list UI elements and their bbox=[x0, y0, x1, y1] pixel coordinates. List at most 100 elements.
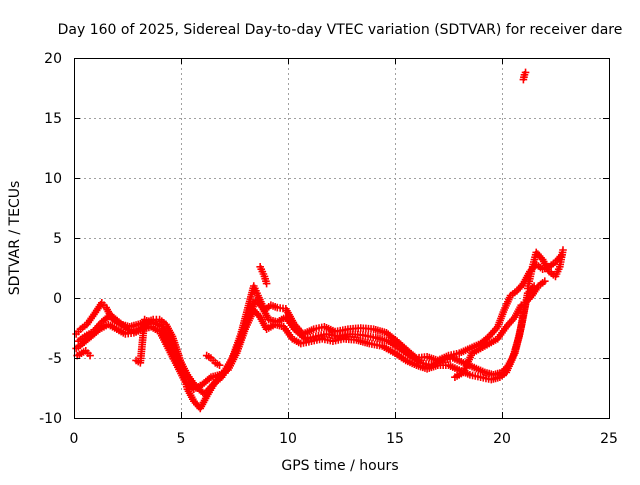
data-point-trail bbox=[163, 322, 176, 339]
data-point-trail bbox=[209, 371, 222, 381]
data-marks bbox=[72, 68, 567, 413]
data-point bbox=[559, 246, 567, 254]
data-point-trail bbox=[202, 382, 216, 396]
data-point-trail bbox=[264, 321, 277, 332]
data-point-trail bbox=[167, 339, 182, 360]
data-point-trail bbox=[494, 308, 508, 329]
data-point-trail bbox=[312, 323, 326, 333]
data-point-trail bbox=[136, 318, 149, 365]
data-point-trail bbox=[74, 341, 85, 351]
data-point-trail bbox=[397, 346, 412, 358]
data-point bbox=[86, 351, 94, 360]
data-point-trail bbox=[176, 356, 191, 377]
data-point-trail bbox=[80, 334, 94, 346]
data-point-trail bbox=[501, 293, 514, 312]
data-point-trail bbox=[303, 333, 317, 342]
data-point-trail bbox=[136, 318, 149, 328]
data-point-trail bbox=[525, 284, 537, 296]
data-point-trail bbox=[512, 303, 524, 319]
data-point-trail bbox=[78, 322, 89, 332]
data-point-trail bbox=[192, 381, 205, 392]
data-point-trail bbox=[84, 310, 98, 327]
data-point-trail bbox=[185, 373, 199, 389]
data-point-trail bbox=[276, 304, 287, 313]
data-point-trail bbox=[491, 369, 504, 378]
data-point-trail bbox=[127, 321, 140, 330]
data-point-trail bbox=[165, 346, 180, 367]
grid-layer bbox=[74, 58, 609, 418]
data-point-trail bbox=[225, 351, 240, 372]
data-point-trail bbox=[478, 341, 491, 351]
data-point-trail bbox=[183, 379, 196, 392]
data-point-trail bbox=[408, 353, 423, 366]
data-point-trail bbox=[83, 329, 95, 339]
data-point-trail bbox=[299, 338, 313, 347]
data-point-trail bbox=[380, 343, 397, 356]
data-point-trail bbox=[273, 321, 286, 330]
data-point-trail bbox=[173, 363, 189, 384]
data-point-trail bbox=[184, 387, 197, 403]
data-point bbox=[541, 277, 549, 285]
data-point-trail bbox=[436, 361, 450, 369]
data-point-trail bbox=[281, 325, 295, 341]
data-point-trail bbox=[504, 315, 517, 329]
data-point-trail bbox=[76, 334, 87, 344]
data-point-trail bbox=[478, 334, 492, 346]
data-point-trail bbox=[149, 324, 162, 335]
data-point-trail bbox=[108, 312, 122, 325]
data-point-trail bbox=[393, 350, 408, 363]
data-point bbox=[262, 279, 271, 288]
data-point-trail bbox=[547, 269, 558, 279]
data-point bbox=[145, 318, 153, 326]
x-tick-label: 20 bbox=[493, 431, 511, 447]
data-point bbox=[215, 361, 224, 369]
data-point-trail bbox=[197, 394, 210, 411]
chart-title: Day 160 of 2025, Sidereal Day-to-day VTE… bbox=[58, 22, 623, 38]
data-point-trail bbox=[489, 374, 502, 383]
y-tick-label: 5 bbox=[53, 231, 62, 247]
x-axis-label: GPS time / hours bbox=[281, 458, 398, 474]
y-tick-label: 0 bbox=[53, 291, 62, 307]
data-point-trail bbox=[468, 340, 483, 352]
data-point-trail bbox=[534, 250, 545, 262]
x-tick-label: 25 bbox=[600, 431, 618, 447]
data-point-trail bbox=[451, 355, 466, 366]
data-point-trail bbox=[115, 326, 128, 337]
data-point-trail bbox=[479, 374, 493, 383]
data-point-trail bbox=[470, 345, 483, 356]
data-point-trail bbox=[314, 330, 328, 340]
data-point-trail bbox=[523, 293, 535, 305]
data-point-trail bbox=[259, 305, 272, 322]
data-point-trail bbox=[217, 367, 230, 378]
data-point-trail bbox=[322, 323, 337, 335]
data-point-trail bbox=[132, 326, 145, 336]
data-point-trail bbox=[539, 257, 552, 274]
data-point-trail bbox=[419, 359, 433, 369]
data-point-trail bbox=[159, 325, 173, 343]
data-point-trail bbox=[251, 308, 263, 320]
data-point-trail bbox=[498, 370, 508, 380]
data-point-trail bbox=[262, 303, 273, 313]
data-point-trail bbox=[321, 335, 335, 345]
data-point-trail bbox=[446, 362, 461, 373]
data-point-trail bbox=[156, 329, 171, 351]
data-point-trail bbox=[301, 326, 316, 337]
data-point-trail bbox=[508, 288, 519, 298]
data-point-trail bbox=[157, 317, 168, 327]
y-tick-label: -10 bbox=[39, 411, 62, 427]
y-tick-label: 10 bbox=[44, 171, 62, 187]
data-point-trail bbox=[200, 374, 214, 387]
data-point-trail bbox=[487, 336, 500, 347]
data-point-trail bbox=[553, 252, 565, 264]
data-point-trail bbox=[91, 320, 104, 334]
data-point bbox=[521, 68, 530, 77]
data-point-trail bbox=[267, 316, 279, 326]
data-point-trail bbox=[503, 356, 516, 375]
data-point-trail bbox=[404, 357, 419, 369]
data-point-trail bbox=[483, 369, 496, 378]
data-point-trail bbox=[460, 351, 475, 375]
data-point-trail bbox=[495, 325, 509, 341]
data-point-trail bbox=[447, 350, 461, 359]
